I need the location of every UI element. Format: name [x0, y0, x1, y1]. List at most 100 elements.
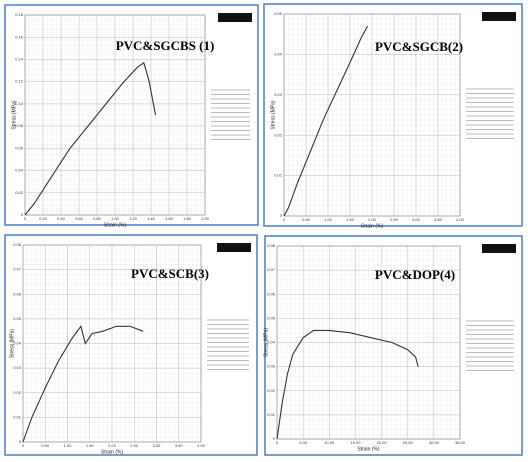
- x-tick-label: 0: [24, 216, 27, 221]
- x-tick-label: 3.00: [412, 217, 421, 222]
- x-tick-label: 4.00: [197, 443, 206, 448]
- plot-frame: [22, 244, 202, 443]
- y-tick-label: 0: [280, 213, 283, 218]
- x-tick-label: 0.50: [41, 443, 50, 448]
- stress-strain-curve: [24, 61, 157, 216]
- y-tick-label: 0.05: [274, 11, 283, 16]
- x-tick-label: 20.00: [377, 440, 388, 445]
- chart-title: PVC&SGCBS (1): [116, 38, 215, 53]
- y-tick-label: 0: [21, 212, 24, 217]
- chart-title: PVC&SGCB(2): [375, 39, 463, 54]
- x-axis-label: Strain (%): [101, 449, 124, 455]
- y-tick-label: 0.06: [267, 291, 276, 296]
- x-tick-label: 2.00: [108, 443, 117, 448]
- x-tick-label: 0.80: [93, 216, 102, 221]
- y-tick-label: 0.04: [274, 51, 283, 56]
- x-tick-label: 1.20: [129, 216, 138, 221]
- y-tick-label: 0.18: [15, 12, 24, 17]
- x-tick-label: 10.00: [324, 440, 335, 445]
- chart-panel: 0 0.50 1.00 1.50 2.00 2.50 3.00 3.50 4.00 0 0.01 0.…: [4, 234, 258, 456]
- y-tick-label: 0.05: [267, 315, 276, 320]
- panel-frame: [264, 235, 523, 456]
- x-axis-label: Strain (%): [104, 222, 127, 228]
- y-tick-label: 0.10: [15, 101, 24, 106]
- stress-strain-curve: [283, 25, 369, 217]
- x-tick-label: 1.40: [147, 216, 156, 221]
- x-tick-label: 1.60: [165, 216, 174, 221]
- x-tick-label: 1.00: [324, 217, 333, 222]
- x-tick-label: 2.50: [130, 443, 139, 448]
- y-tick-label: 0.03: [13, 365, 22, 370]
- x-tick-label: 0.60: [75, 216, 84, 221]
- x-tick-label: 0.20: [39, 216, 48, 221]
- y-tick-label: 0.03: [267, 364, 276, 369]
- x-tick-label: 3.00: [153, 443, 162, 448]
- x-tick-label: 1.50: [346, 217, 355, 222]
- chart-panel: 0 0.20 0.40 0.60 0.80 1.00 1.20 1.40 1.60 1.80 2.0…: [4, 4, 259, 228]
- y-tick-label: 0: [273, 436, 276, 441]
- y-tick-label: 0.03: [274, 92, 283, 97]
- y-tick-label: 0.04: [15, 168, 24, 173]
- y-tick-label: 0.02: [13, 390, 22, 395]
- x-tick-label: 25.00: [403, 440, 414, 445]
- y-tick-label: 0.02: [267, 388, 276, 393]
- y-tick-label: 0: [19, 439, 22, 444]
- y-tick-label: 0.04: [13, 341, 22, 346]
- x-tick-label: 1.50: [86, 443, 95, 448]
- y-axis-label: Stress (MPa): [270, 100, 276, 130]
- y-tick-label: 0.08: [15, 123, 24, 128]
- x-axis-label: Strain (%): [361, 223, 384, 229]
- plot-frame: [276, 245, 461, 440]
- x-tick-label: 0.40: [57, 216, 66, 221]
- x-tick-label: 0: [283, 217, 286, 222]
- badge: [482, 12, 516, 21]
- chart-title: PVC&DOP(4): [375, 267, 455, 282]
- y-tick-label: 0.01: [13, 414, 22, 419]
- y-axis-label: Stress (MPa): [9, 329, 15, 359]
- y-tick-label: 0.02: [274, 132, 283, 137]
- y-tick-label: 0.06: [13, 291, 22, 296]
- badge: [217, 243, 251, 252]
- x-axis-label: Strain (%): [357, 446, 380, 452]
- y-tick-label: 0.08: [13, 242, 22, 247]
- y-tick-label: 0.07: [267, 267, 276, 272]
- x-tick-label: 15.00: [350, 440, 361, 445]
- chart-panel: 0 0.50 1.00 1.50 2.00 2.50 3.00 3.50 4.00 0 0.01 0.…: [263, 3, 523, 229]
- y-tick-label: 0.01: [274, 173, 283, 178]
- plot-frame: [283, 13, 461, 217]
- x-tick-label: 5.00: [299, 440, 308, 445]
- chart-panel: 0 5.00 10.00 15.00 20.00 25.00 30.00 35.00 0 0.01…: [263, 235, 523, 456]
- y-tick-label: 0.06: [15, 145, 24, 150]
- x-tick-label: 0: [276, 440, 279, 445]
- x-tick-label: 2.50: [390, 217, 399, 222]
- panel-frame: [4, 234, 258, 456]
- x-tick-label: 0: [22, 443, 25, 448]
- plot-frame: [24, 14, 206, 216]
- x-tick-label: 35.00: [455, 440, 466, 445]
- x-tick-label: 1.00: [111, 216, 120, 221]
- y-tick-label: 0.07: [13, 267, 22, 272]
- x-tick-label: 1.80: [183, 216, 192, 221]
- y-tick-label: 0.01: [267, 412, 276, 417]
- x-tick-label: 2.00: [368, 217, 377, 222]
- stress-strain-curve: [276, 329, 419, 440]
- x-tick-label: 2.00: [201, 216, 210, 221]
- y-axis-label: Stress (MPa): [11, 100, 17, 130]
- x-tick-label: 3.50: [434, 217, 443, 222]
- x-tick-label: 3.50: [175, 443, 184, 448]
- x-tick-label: 30.00: [429, 440, 440, 445]
- y-tick-label: 0.14: [15, 57, 24, 62]
- y-tick-label: 0.12: [15, 79, 24, 84]
- y-tick-label: 0.08: [267, 243, 276, 248]
- y-tick-label: 0.04: [267, 340, 276, 345]
- x-tick-label: 0.50: [302, 217, 311, 222]
- badge: [218, 13, 252, 22]
- y-tick-label: 0.16: [15, 34, 24, 39]
- x-tick-label: 1.00: [64, 443, 73, 448]
- y-axis-label: Stress (MPa): [263, 328, 269, 358]
- y-tick-label: 0.05: [13, 316, 22, 321]
- y-tick-label: 0.02: [15, 190, 24, 195]
- x-tick-label: 4.00: [456, 217, 465, 222]
- chart-title: PVC&SCB(3): [131, 266, 209, 281]
